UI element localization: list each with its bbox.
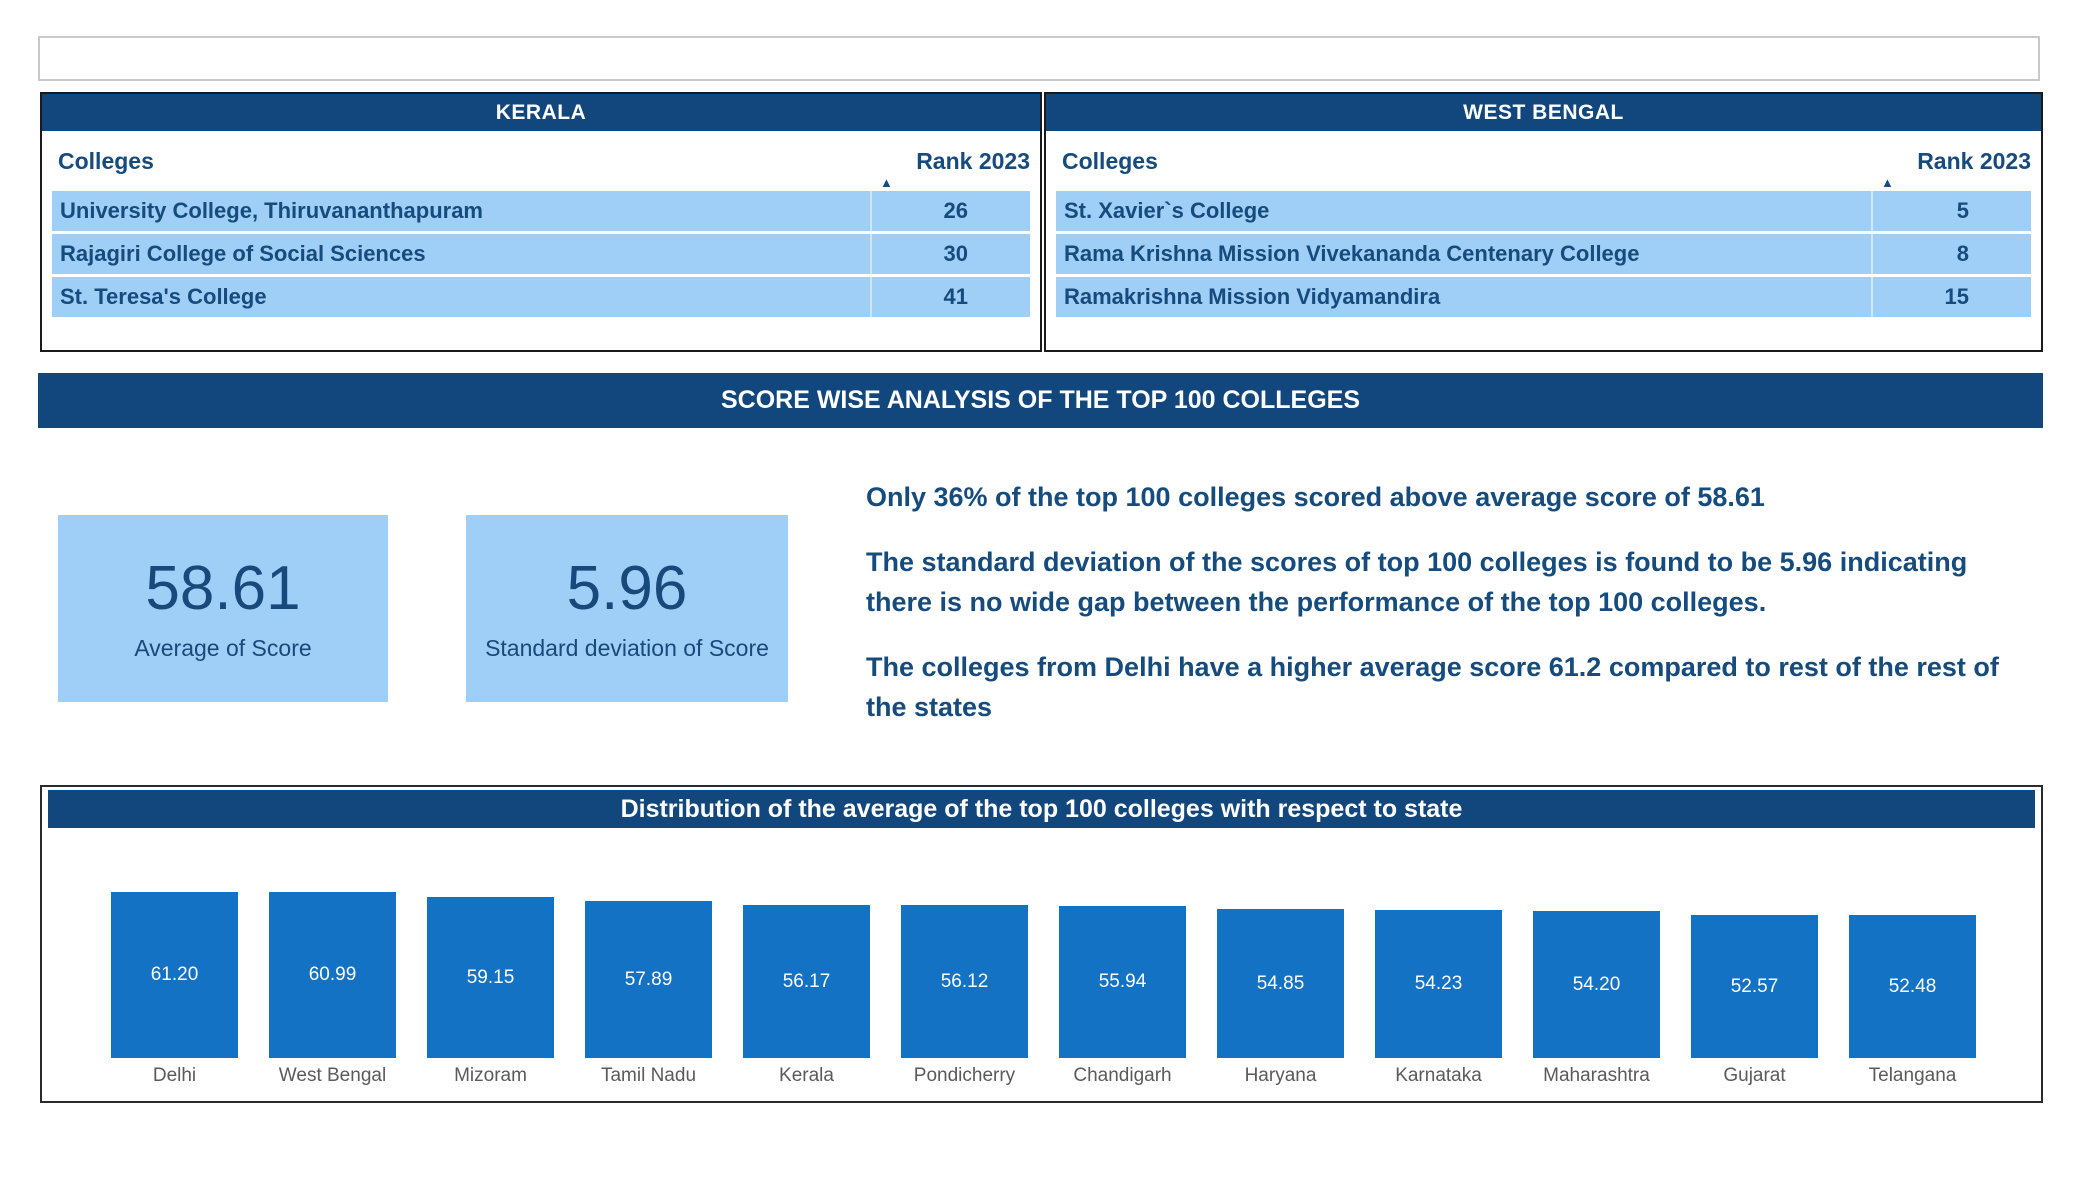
std-deviation-value: 5.96 <box>566 553 688 623</box>
kerala-rows: University College, Thiruvananthapuram 2… <box>42 191 1040 317</box>
bar-category-label: Pondicherry <box>913 1065 1016 1086</box>
bar-telangana[interactable]: 52.48 <box>1849 915 1976 1058</box>
insight-paragraph: The colleges from Delhi have a higher av… <box>866 652 1999 722</box>
bar-value-label: 57.89 <box>624 968 673 990</box>
bar-value-label: 54.23 <box>1414 973 1463 994</box>
bar-category-label: Chandigarh <box>1073 1065 1172 1086</box>
west-bengal-table: WEST BENGAL Colleges Rank 2023 ▲ St. Xav… <box>1044 92 2043 352</box>
insights-text-block: Only 36% of the top 100 colleges scored … <box>866 477 2006 752</box>
insight-paragraph: The standard deviation of the scores of … <box>866 547 1968 617</box>
kerala-table-title: KERALA <box>42 94 1040 131</box>
west-bengal-column-headers: Colleges Rank 2023 ▲ <box>1046 131 2041 191</box>
bar-haryana[interactable]: 54.85 <box>1217 909 1344 1058</box>
college-name-cell: Rama Krishna Mission Vivekananda Centena… <box>1064 241 1640 266</box>
table-row[interactable]: Ramakrishna Mission Vidyamandira 15 <box>1056 277 2031 317</box>
bar-category-label: Karnataka <box>1395 1065 1482 1086</box>
bar-kerala[interactable]: 56.17 <box>743 905 870 1058</box>
bar-value-label: 54.85 <box>1256 972 1305 994</box>
rank-cell: 8 <box>1871 234 2031 274</box>
empty-header-strip <box>38 36 2040 81</box>
bar-value-label: 52.57 <box>1730 975 1779 997</box>
chart-title: Distribution of the average of the top 1… <box>620 794 1463 823</box>
college-name-cell: Ramakrishna Mission Vidyamandira <box>1064 284 1441 309</box>
average-score-value: 58.61 <box>145 553 301 623</box>
bar-value-label: 55.94 <box>1098 971 1147 992</box>
table-row[interactable]: St. Xavier`s College 5 <box>1056 191 2031 231</box>
bar-value-label: 52.48 <box>1888 975 1937 997</box>
std-deviation-label: Standard deviation of Score <box>485 634 769 661</box>
bar-maharashtra[interactable]: 54.20 <box>1533 911 1660 1058</box>
bar-mizoram[interactable]: 59.15 <box>427 897 554 1058</box>
table-row[interactable]: Rama Krishna Mission Vivekananda Centena… <box>1056 234 2031 274</box>
rank-cell: 5 <box>1871 191 2031 231</box>
bar-value-label: 61.20 <box>150 964 199 985</box>
score-analysis-banner: SCORE WISE ANALYSIS OF THE TOP 100 COLLE… <box>38 373 2043 428</box>
table-row[interactable]: St. Teresa's College 41 <box>52 277 1030 317</box>
bar-value-label: 56.12 <box>940 970 989 992</box>
sort-ascending-icon[interactable]: ▲ <box>880 175 893 190</box>
state-average-bar-chart: Distribution of the average of the top 1… <box>40 785 2043 1103</box>
bar-category-label: Delhi <box>152 1065 197 1086</box>
bar-value-label: 59.15 <box>466 966 515 988</box>
average-score-card[interactable]: 58.61 Average of Score <box>58 515 388 702</box>
bar-category-label: Gujarat <box>1723 1065 1786 1086</box>
bar-category-label: Telangana <box>1868 1065 1957 1086</box>
rank-cell: 26 <box>870 191 1030 231</box>
bar-karnataka[interactable]: 54.23 <box>1375 910 1502 1058</box>
insight-paragraph: Only 36% of the top 100 colleges scored … <box>866 482 1765 512</box>
rank-header-label: Rank 2023 <box>1917 147 2031 174</box>
rank-column-header[interactable]: Rank 2023 ▲ <box>1865 131 2035 191</box>
std-deviation-card[interactable]: 5.96 Standard deviation of Score <box>466 515 788 702</box>
bar-category-label: Mizoram <box>454 1065 527 1086</box>
table-row[interactable]: Rajagiri College of Social Sciences 30 <box>52 234 1030 274</box>
rank-header-label: Rank 2023 <box>916 147 1030 174</box>
bar-category-label: Maharashtra <box>1543 1065 1650 1086</box>
college-name-cell: St. Xavier`s College <box>1064 198 1270 223</box>
kerala-table: KERALA Colleges Rank 2023 ▲ University C… <box>40 92 1042 352</box>
table-row[interactable]: University College, Thiruvananthapuram 2… <box>52 191 1030 231</box>
college-name-cell: Rajagiri College of Social Sciences <box>60 241 426 266</box>
west-bengal-rows: St. Xavier`s College 5 Rama Krishna Miss… <box>1046 191 2041 317</box>
rank-column-header[interactable]: Rank 2023 ▲ <box>864 131 1034 191</box>
sort-ascending-icon[interactable]: ▲ <box>1881 175 1894 190</box>
bar-value-label: 56.17 <box>782 970 831 992</box>
bar-pondicherry[interactable]: 56.12 <box>901 905 1028 1058</box>
average-score-label: Average of Score <box>134 634 312 661</box>
bar-west-bengal[interactable]: 60.99 <box>269 892 396 1058</box>
bar-category-label: Kerala <box>779 1065 834 1086</box>
bar-value-label: 60.99 <box>308 964 357 985</box>
rank-cell: 30 <box>870 234 1030 274</box>
bar-gujarat[interactable]: 52.57 <box>1691 915 1818 1058</box>
west-bengal-table-title: WEST BENGAL <box>1046 94 2041 131</box>
colleges-column-header[interactable]: Colleges <box>58 147 154 174</box>
bar-tamil-nadu[interactable]: 57.89 <box>585 901 712 1058</box>
bar-category-label: Haryana <box>1244 1065 1317 1086</box>
bar-value-label: 54.20 <box>1572 973 1621 995</box>
kerala-column-headers: Colleges Rank 2023 ▲ <box>42 131 1040 191</box>
college-name-cell: University College, Thiruvananthapuram <box>60 198 483 223</box>
bar-chandigarh[interactable]: 55.94 <box>1059 906 1186 1058</box>
chart-title-band: Distribution of the average of the top 1… <box>48 790 2035 828</box>
bar-delhi[interactable]: 61.20 <box>111 892 238 1058</box>
colleges-column-header[interactable]: Colleges <box>1062 147 1158 174</box>
college-name-cell: St. Teresa's College <box>60 284 267 309</box>
rank-cell: 41 <box>870 277 1030 317</box>
bar-category-label: West Bengal <box>278 1065 387 1086</box>
rank-cell: 15 <box>1871 277 2031 317</box>
banner-title: SCORE WISE ANALYSIS OF THE TOP 100 COLLE… <box>720 386 1361 414</box>
bar-category-label: Tamil Nadu <box>600 1065 697 1086</box>
